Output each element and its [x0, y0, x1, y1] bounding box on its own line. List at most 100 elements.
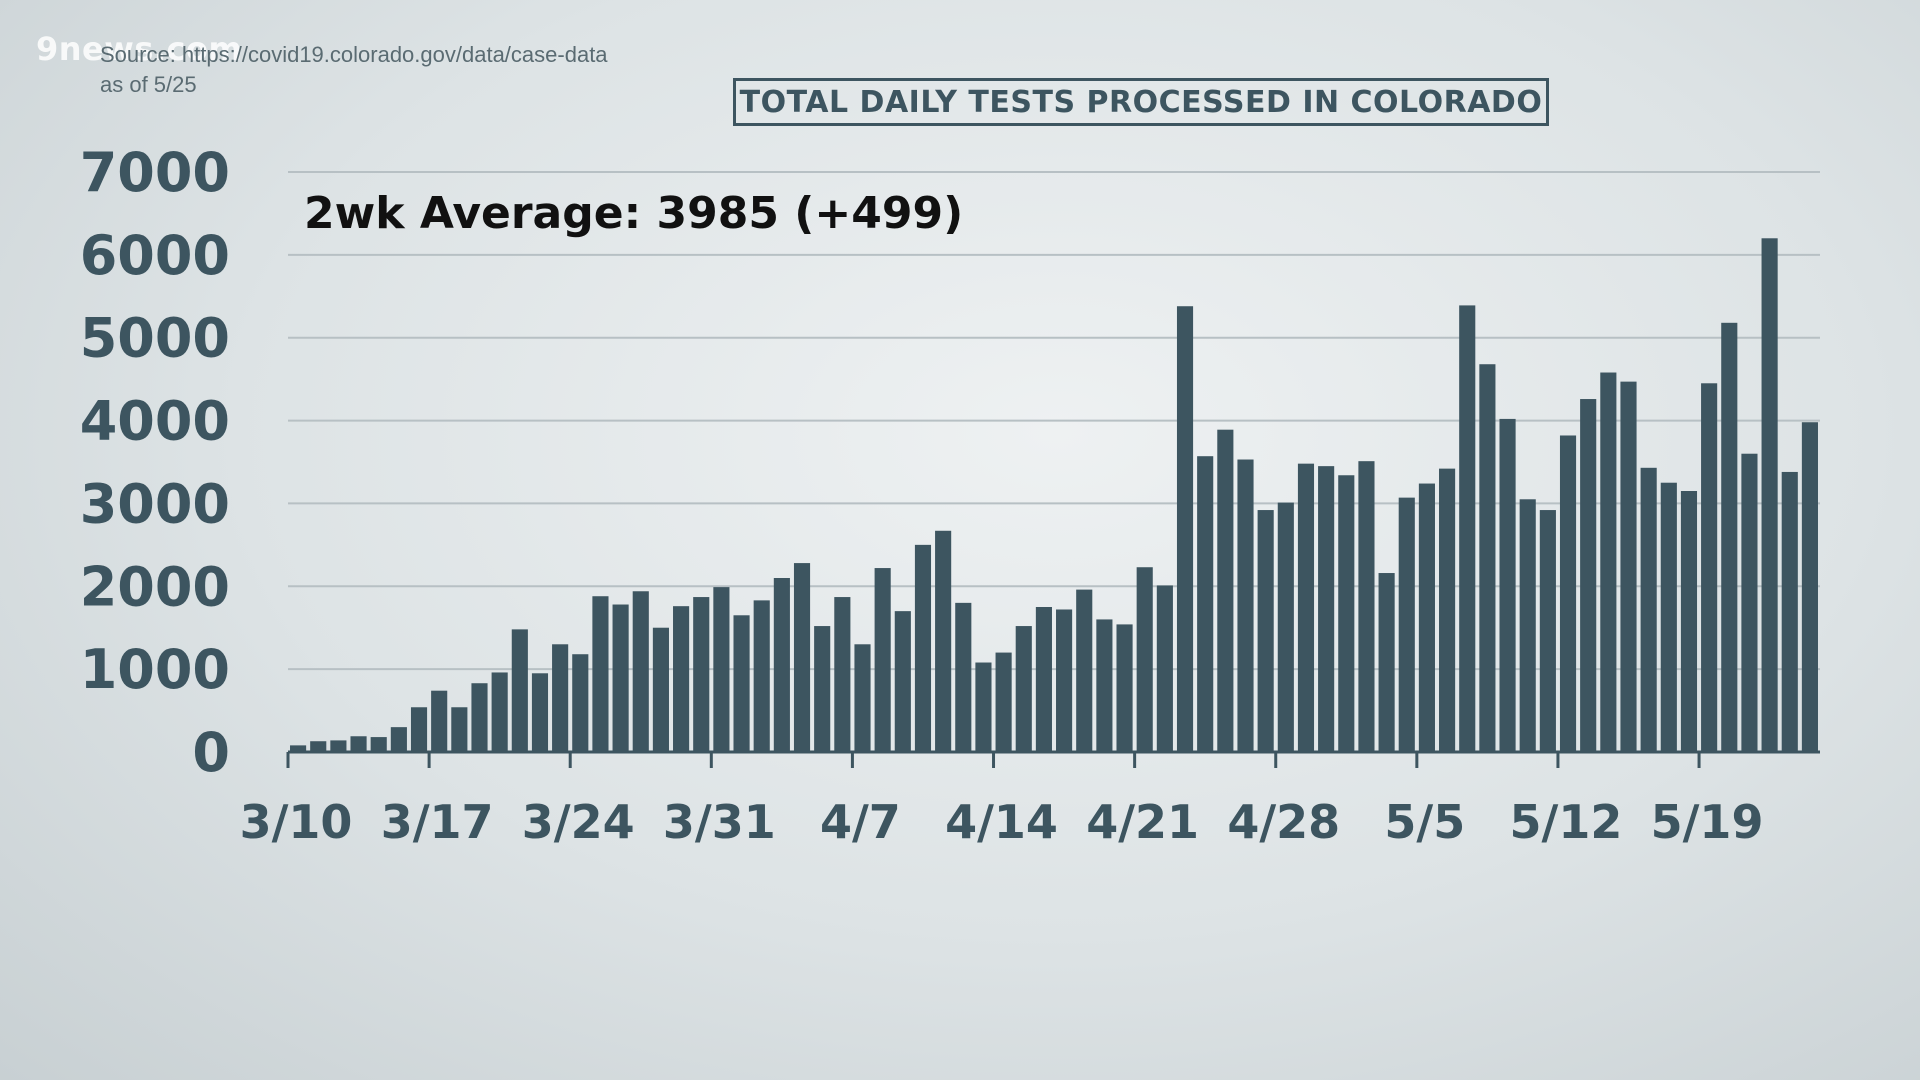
- bar-14: [572, 654, 589, 752]
- bar-63: [1559, 435, 1577, 752]
- x-tick-label-4/7: 4/7: [820, 795, 901, 849]
- bar-5: [390, 727, 407, 752]
- bar-37: [1035, 607, 1052, 752]
- bar-1: [310, 741, 327, 752]
- bar-56: [1418, 483, 1435, 752]
- bar-2: [330, 740, 347, 752]
- x-tick-label-4/14: 4/14: [945, 795, 1058, 849]
- bar-45: [1197, 456, 1214, 752]
- bar-57: [1439, 468, 1456, 752]
- bar-19: [673, 606, 690, 752]
- bar-54: [1378, 573, 1395, 752]
- bar-22: [733, 615, 750, 752]
- bar-41: [1116, 624, 1133, 752]
- bar-16: [612, 604, 629, 752]
- bar-25: [793, 563, 811, 752]
- y-tick-label-5000: 5000: [80, 307, 230, 370]
- bar-29: [874, 568, 891, 752]
- bar-48: [1257, 510, 1274, 752]
- bar-3: [350, 736, 367, 752]
- bar-30: [894, 611, 911, 752]
- bar-74: [1781, 471, 1798, 752]
- bar-7: [431, 690, 448, 752]
- y-tick-label-6000: 6000: [80, 224, 230, 287]
- bar-50: [1297, 463, 1315, 752]
- bar-65: [1600, 372, 1617, 752]
- y-axis-labels: 0 1000 2000 3000 4000 5000 6000 7000: [80, 141, 230, 784]
- bar-55: [1398, 497, 1415, 752]
- bar-6: [410, 707, 428, 752]
- bar-4: [370, 737, 387, 752]
- bar-0: [290, 745, 307, 752]
- bar-73: [1761, 238, 1778, 753]
- y-tick-label-7000: 7000: [80, 141, 230, 204]
- bar-70: [1701, 383, 1718, 752]
- bar-24: [773, 578, 790, 752]
- bar-32: [935, 530, 952, 752]
- bar-27: [834, 597, 851, 752]
- bar-39: [1076, 589, 1093, 752]
- bar-58: [1459, 305, 1476, 752]
- data-source-note: Source: https://covid19.colorado.gov/dat…: [100, 40, 608, 100]
- x-tick-label-4/21: 4/21: [1086, 795, 1199, 849]
- x-axis: [286, 750, 1820, 768]
- bar-20: [693, 597, 710, 752]
- bar-10: [491, 672, 508, 752]
- y-tick-label-0: 0: [192, 721, 230, 784]
- bar-35: [995, 652, 1012, 752]
- x-tick-label-3/17: 3/17: [381, 795, 494, 849]
- bar-36: [1015, 626, 1032, 752]
- source-url: Source: https://covid19.colorado.gov/dat…: [100, 42, 608, 67]
- bar-62: [1539, 510, 1556, 752]
- two-week-average-annotation: 2wk Average: 3985 (+499): [304, 188, 964, 239]
- bar-42: [1136, 567, 1153, 752]
- bar-8: [451, 707, 468, 752]
- bar-21: [713, 587, 730, 752]
- x-tick-label-5/12: 5/12: [1510, 795, 1623, 849]
- x-tick-label-3/10: 3/10: [240, 795, 353, 849]
- y-tick-label-1000: 1000: [80, 638, 230, 701]
- bar-69: [1680, 491, 1698, 752]
- bar-18: [652, 627, 669, 752]
- x-tick-label-5/5: 5/5: [1384, 795, 1465, 849]
- bar-12: [531, 673, 549, 752]
- y-tick-label-3000: 3000: [80, 472, 230, 535]
- bar-43: [1156, 585, 1173, 752]
- as-of-date: as of 5/25: [100, 72, 197, 97]
- x-tick-label-3/24: 3/24: [522, 795, 635, 849]
- bar-17: [632, 591, 649, 752]
- bar-59: [1479, 364, 1496, 752]
- chart-title: TOTAL DAILY TESTS PROCESSED IN COLORADO: [733, 78, 1549, 126]
- bar-75: [1801, 422, 1818, 752]
- bar-28: [854, 644, 871, 752]
- bar-71: [1721, 322, 1738, 752]
- x-tick-label-3/31: 3/31: [663, 795, 776, 849]
- bar-9: [471, 683, 488, 752]
- bar-11: [511, 629, 528, 752]
- bar-61: [1519, 499, 1536, 752]
- bar-66: [1620, 381, 1637, 752]
- bar-47: [1237, 459, 1254, 752]
- bar-53: [1358, 461, 1375, 752]
- x-tick-label-4/28: 4/28: [1227, 795, 1340, 849]
- bar-46: [1217, 429, 1234, 752]
- bar-38: [1056, 609, 1073, 752]
- bar-13: [552, 644, 569, 752]
- bars: [290, 238, 1818, 753]
- y-tick-label-2000: 2000: [80, 555, 230, 618]
- bar-49: [1277, 502, 1294, 752]
- x-tick-label-5/19: 5/19: [1651, 795, 1764, 849]
- bar-52: [1338, 475, 1355, 752]
- bar-44: [1176, 306, 1194, 752]
- bar-23: [753, 600, 770, 752]
- bar-33: [955, 602, 972, 752]
- bar-31: [914, 544, 932, 752]
- bar-26: [814, 626, 831, 752]
- bar-40: [1096, 619, 1113, 752]
- y-tick-label-4000: 4000: [80, 390, 230, 453]
- bar-51: [1318, 466, 1335, 752]
- bar-15: [592, 596, 609, 752]
- bar-72: [1741, 453, 1758, 752]
- 9news-watermark: 9news.com: [36, 30, 243, 68]
